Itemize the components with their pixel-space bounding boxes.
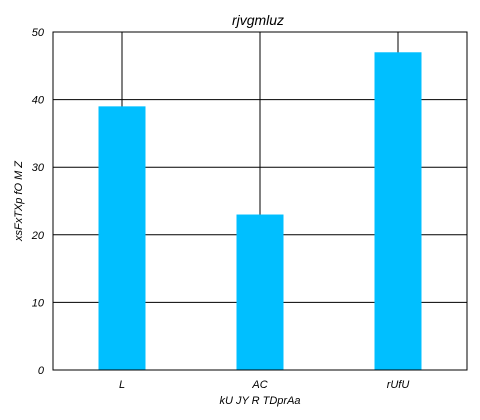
bar-layer: [98, 52, 422, 371]
bar-l: [98, 106, 146, 371]
tick-layer: 0 10 20 30 40 50 L AC rUfU: [31, 27, 410, 391]
y-tick-label: 20: [31, 230, 45, 242]
y-axis-title: xsFxTXp fO M Z: [13, 160, 25, 242]
bar-ac: [236, 214, 284, 370]
chart-title: rjvgmluz: [232, 12, 284, 28]
bar-rufu: [374, 52, 422, 370]
y-tick-label: 30: [32, 162, 45, 174]
y-tick-label: 0: [38, 365, 45, 377]
x-tick-label: rUfU: [387, 379, 410, 391]
y-tick-label: 40: [32, 95, 45, 107]
plot-frame: [52, 31, 468, 371]
y-tick-label: 10: [32, 297, 45, 309]
x-tick-label: AC: [251, 379, 267, 391]
x-tick-label: L: [119, 379, 125, 391]
y-tick-label: 50: [32, 27, 45, 39]
x-axis-title: kU JY R TDprAa: [219, 395, 300, 407]
